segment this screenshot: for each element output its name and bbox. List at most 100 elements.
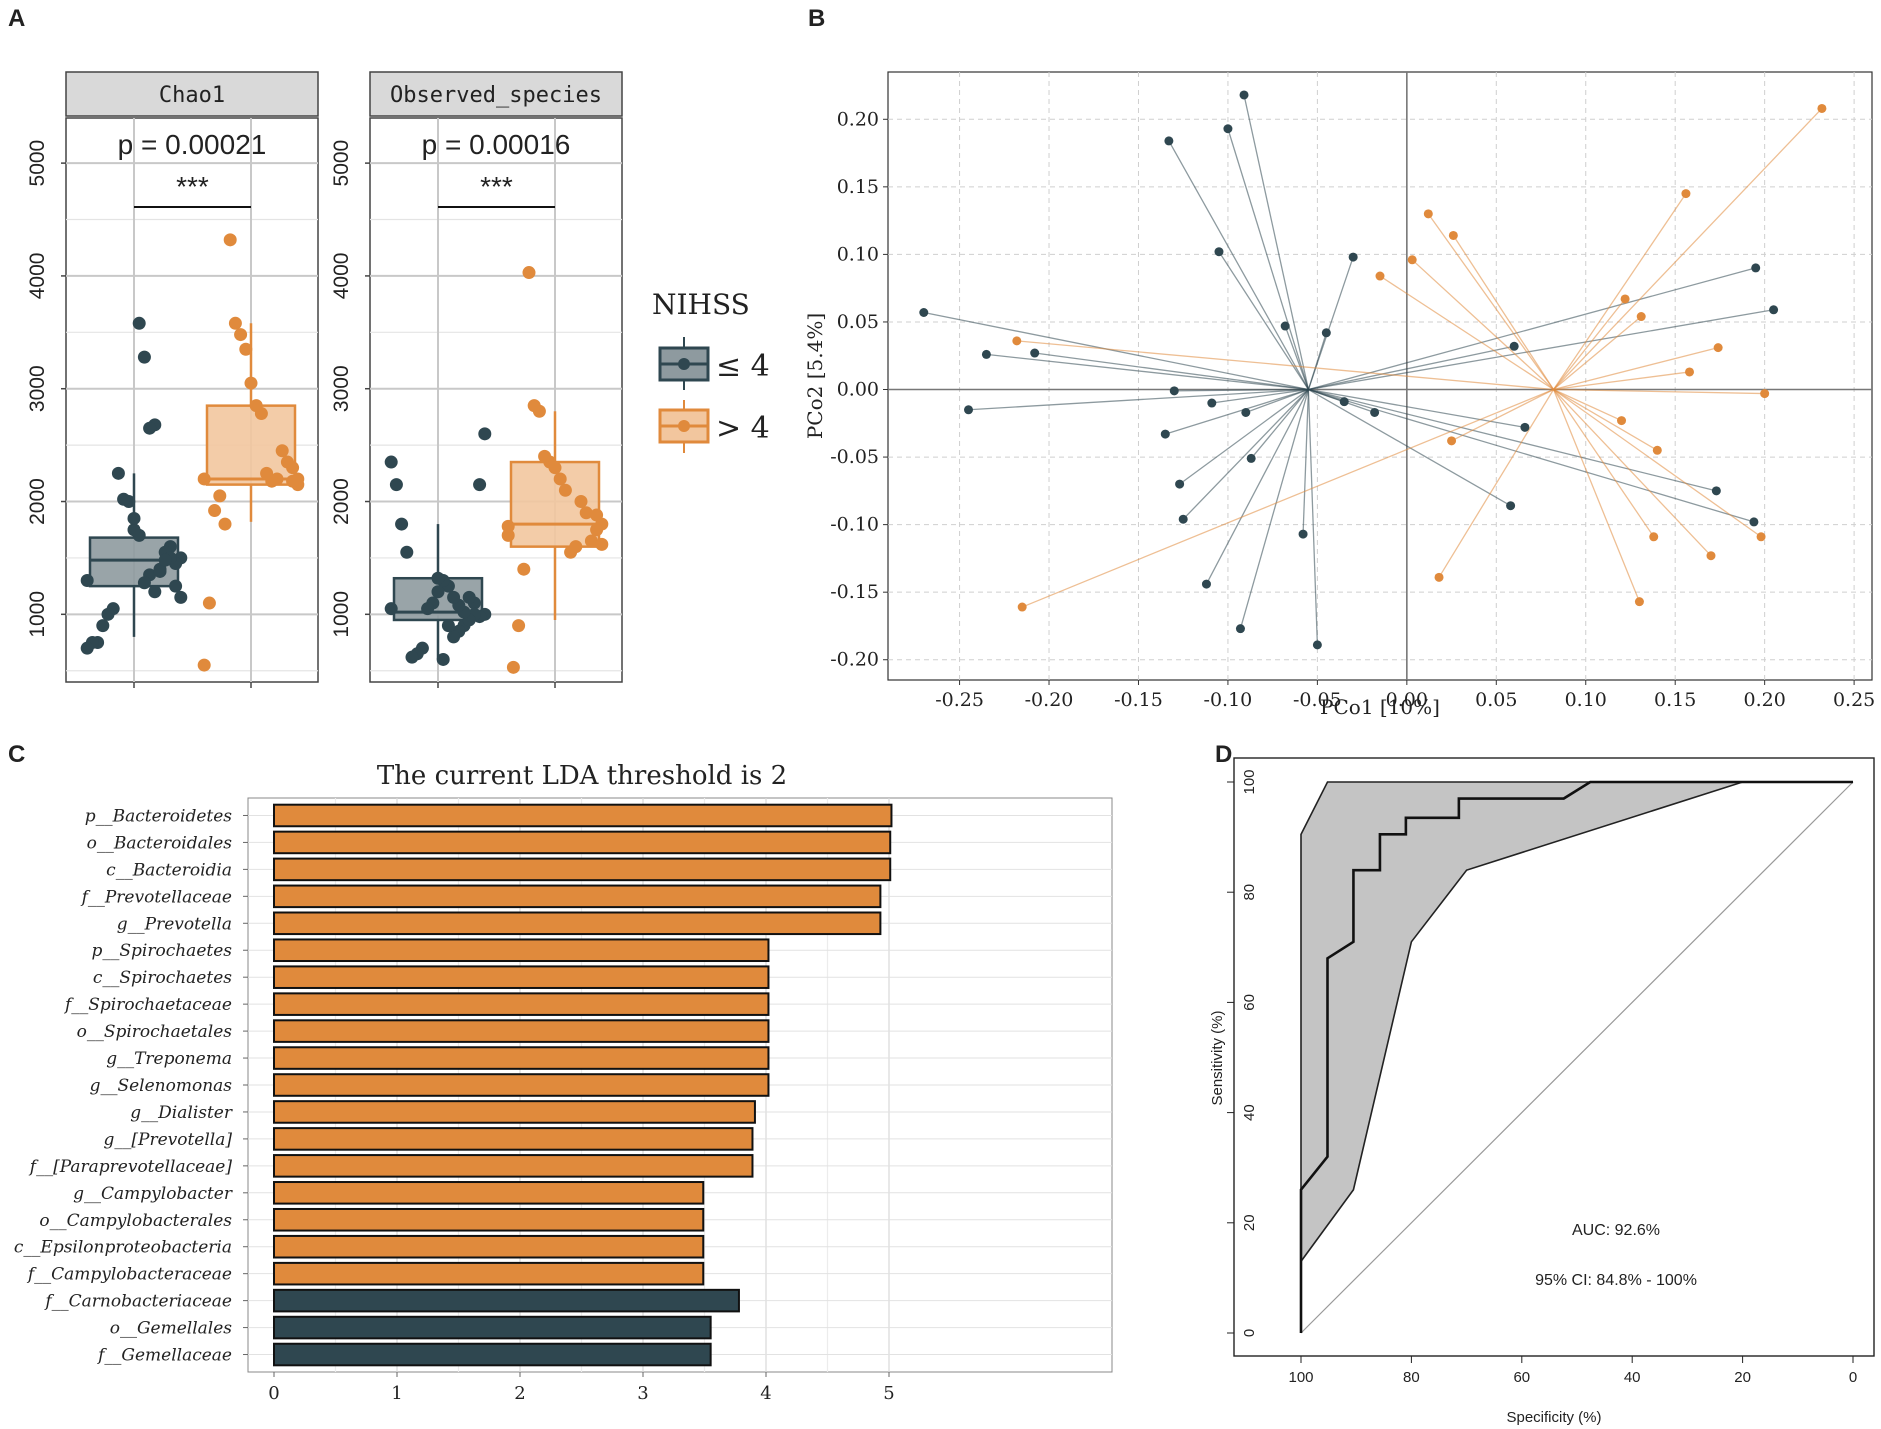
data-point bbox=[1214, 247, 1224, 257]
data-point bbox=[1370, 407, 1380, 417]
spider-line bbox=[1179, 388, 1309, 485]
data-point bbox=[462, 590, 476, 604]
data-point bbox=[260, 466, 274, 480]
lda-bar bbox=[273, 1234, 705, 1259]
x-tick-label: 0.20 bbox=[1743, 689, 1785, 711]
data-point bbox=[137, 350, 151, 364]
data-point bbox=[553, 472, 567, 486]
data-point bbox=[395, 517, 409, 531]
data-point bbox=[447, 590, 461, 604]
taxon-label: g__[Prevotella] bbox=[103, 1130, 232, 1150]
y-tick-label: -0.15 bbox=[830, 581, 879, 603]
data-point bbox=[441, 619, 455, 633]
spider-line bbox=[1553, 108, 1823, 390]
taxon-label: p__Spirochaetes bbox=[92, 941, 233, 961]
spider-line bbox=[1308, 388, 1717, 492]
spider-line bbox=[1553, 193, 1687, 390]
data-point bbox=[101, 607, 115, 621]
taxon-label: c__Spirochaetes bbox=[93, 968, 232, 988]
data-point bbox=[522, 266, 536, 280]
data-point bbox=[1164, 136, 1174, 146]
y-tick-label: 0 bbox=[1241, 1329, 1258, 1337]
data-point bbox=[590, 508, 604, 522]
x-tick-label: 0.05 bbox=[1475, 689, 1517, 711]
lda-bar bbox=[273, 1288, 740, 1313]
spider-line bbox=[1245, 388, 1309, 414]
lda-bar bbox=[273, 1154, 754, 1178]
spider-line bbox=[1308, 309, 1774, 391]
data-point bbox=[1769, 305, 1779, 315]
y-tick-label: 0.00 bbox=[837, 379, 879, 401]
data-point bbox=[1749, 517, 1759, 527]
taxon-label: p__Bacteroidetes bbox=[85, 806, 233, 826]
x-tick-label: -0.10 bbox=[1204, 689, 1253, 711]
x-tick-label: -0.20 bbox=[1025, 689, 1074, 711]
data-point bbox=[405, 650, 419, 664]
x-axis-label: Specificity (%) bbox=[1506, 1409, 1601, 1426]
lda-bar bbox=[273, 1181, 705, 1205]
spider-line bbox=[1553, 388, 1765, 395]
spider-line bbox=[1553, 388, 1658, 451]
spider-line bbox=[1451, 388, 1554, 442]
y-tick-label: 5000 bbox=[26, 140, 49, 187]
taxon-label: o__Spirochaetales bbox=[77, 1022, 233, 1042]
facet-strip bbox=[65, 71, 319, 117]
data-point bbox=[197, 472, 211, 486]
facet-panel bbox=[65, 117, 319, 683]
spider-line bbox=[1307, 389, 1319, 645]
observed-species-boxplot: Observed_species 1000 2000 3000 4000 5000 p = … bbox=[330, 71, 623, 688]
legend-key-high bbox=[658, 400, 710, 453]
data-point bbox=[137, 576, 151, 590]
x-tick-label: 60 bbox=[1513, 1369, 1530, 1386]
panel-label-b: B bbox=[808, 5, 825, 32]
lda-bar bbox=[273, 884, 882, 909]
data-point bbox=[1312, 640, 1322, 650]
data-point bbox=[1685, 367, 1695, 377]
data-point bbox=[1447, 436, 1457, 446]
data-point bbox=[1348, 252, 1358, 262]
data-point bbox=[400, 545, 414, 559]
data-point bbox=[1012, 336, 1022, 346]
lda-bar bbox=[273, 803, 893, 828]
spider-line bbox=[1243, 94, 1310, 390]
x-tick-label: 0.25 bbox=[1833, 689, 1875, 711]
spider-line bbox=[1239, 389, 1310, 629]
spider-line bbox=[1553, 298, 1626, 390]
data-point bbox=[1017, 602, 1027, 612]
y-tick-label: 1000 bbox=[330, 591, 353, 638]
data-point bbox=[512, 619, 526, 633]
lda-bar bbox=[273, 830, 892, 855]
data-point bbox=[213, 489, 227, 503]
taxon-label: g__Prevotella bbox=[117, 914, 232, 934]
taxon-label: f__Spirochaetaceae bbox=[63, 995, 232, 1015]
y-axis-label: PCo2 [5.4%] bbox=[803, 313, 827, 439]
data-point bbox=[153, 564, 167, 578]
x-tick-label: 0.00 bbox=[1386, 689, 1428, 711]
data-point bbox=[1509, 341, 1519, 351]
data-point bbox=[286, 474, 300, 488]
x-axis-label: PCo1 [10%] bbox=[1320, 695, 1440, 719]
data-point bbox=[80, 573, 94, 587]
y-tick-label: 3000 bbox=[26, 365, 49, 412]
data-point bbox=[431, 571, 445, 585]
y-tick-label: 3000 bbox=[330, 365, 353, 412]
x-tick-label: -0.05 bbox=[1293, 689, 1342, 711]
taxon-label: f__Prevotellaceae bbox=[80, 887, 232, 907]
data-point bbox=[1235, 624, 1245, 634]
lda-bar bbox=[273, 1046, 770, 1070]
spider-line bbox=[1308, 345, 1515, 391]
data-point bbox=[1506, 501, 1516, 511]
data-point bbox=[1207, 398, 1217, 408]
data-point bbox=[1636, 312, 1646, 322]
data-point bbox=[1169, 386, 1179, 396]
data-point bbox=[1175, 479, 1185, 489]
spider-line bbox=[1021, 388, 1554, 608]
chart-title: The current LDA threshold is 2 bbox=[377, 761, 787, 791]
data-point bbox=[1030, 348, 1040, 358]
lda-bar bbox=[273, 1207, 705, 1232]
data-point bbox=[473, 478, 487, 492]
significance-stars: *** bbox=[480, 171, 513, 202]
panel-label-d: D bbox=[1215, 741, 1232, 768]
lda-bar bbox=[273, 1019, 770, 1043]
